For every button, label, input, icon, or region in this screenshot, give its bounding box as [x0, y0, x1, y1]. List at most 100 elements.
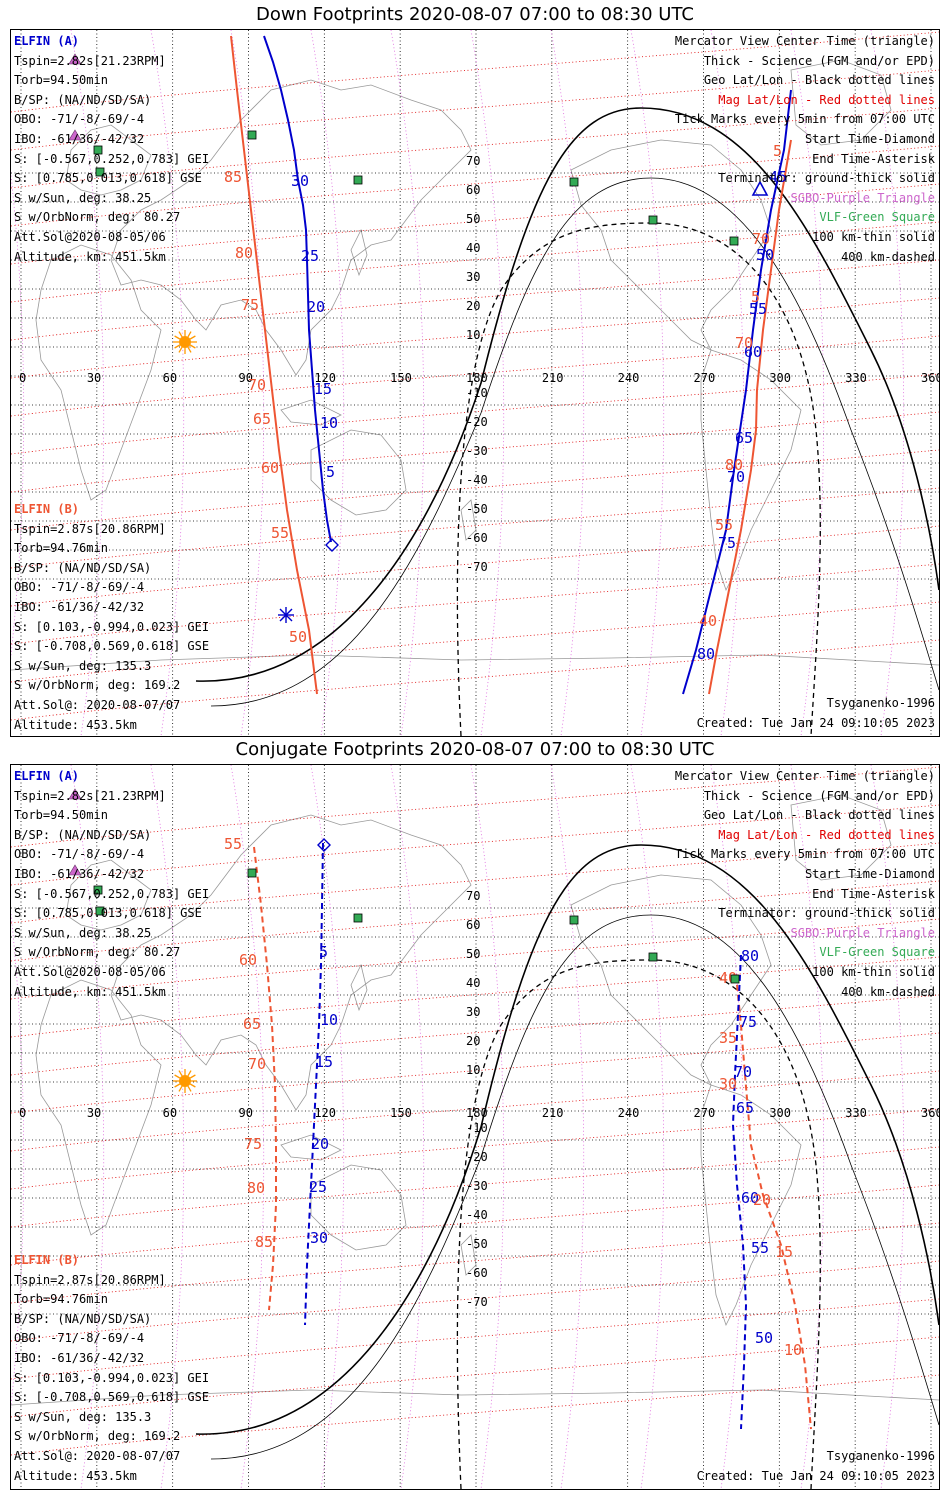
elfin-a-tick-labels-east: 80 75 70 65 60 55 50 [734, 947, 773, 1347]
sun-icon [173, 330, 197, 354]
elfin-a-track-east [682, 89, 792, 695]
info-line: S w/Sun, deg: 38.25 [14, 190, 152, 205]
tick-time-label: 60 [741, 1189, 759, 1207]
info-line: OBO: -71/-8/-69/-4 [14, 847, 145, 862]
lat-tick-label: 60 [466, 918, 480, 932]
elfin-b-track-west [230, 35, 318, 695]
tick-time-label: 70 [752, 230, 770, 248]
info-line: Torb=94.50min [14, 73, 108, 88]
geo-grid [11, 765, 939, 1489]
sgbo-purple-triangle-icon [68, 864, 82, 876]
tick-time-label: 55 [749, 300, 767, 318]
legend-entry: SGBO-Purple Triangle [790, 925, 936, 940]
vlf-green-square-icon [93, 145, 103, 155]
info-line: Att.Sol@: 2020-08-07/07 [14, 697, 181, 712]
info-line: Att.Sol@: 2020-08-07/07 [14, 1448, 181, 1463]
lon-tick-label: 360 [921, 1106, 939, 1120]
legend-entry: Start Time-Diamond [804, 866, 935, 881]
vlf-green-square-icon [353, 175, 363, 185]
vlf-green-square-icon [247, 130, 257, 140]
map-canvas: 0306090120150180210240270300330360706050… [11, 30, 939, 736]
tick-time-label: 50 [755, 1329, 773, 1347]
lat-tick-label: 40 [466, 241, 480, 255]
info-line: S: [-0.567,0.252,0.783] GEI [14, 151, 210, 166]
elfin-b-tick-labels-west: 85 80 75 70 65 60 55 50 [224, 168, 307, 646]
lon-tick-label: 150 [390, 1106, 412, 1120]
conj-footprints-panel: 0306090120150180210240270300330360706050… [10, 764, 940, 1490]
lat-tick-label: 70 [466, 889, 480, 903]
start-diamond-icon [317, 838, 331, 852]
tick-time-label: 75 [241, 296, 259, 314]
info-line: B/SP: (NA/ND/SD/SA) [14, 827, 152, 842]
info-line: IBO: -61/36/-42/32 [14, 599, 145, 614]
elfin-b-info: ELFIN (B) Tspin=2.87s[20.86RPM] Torb=94.76… [14, 1251, 209, 1486]
lat-tick-label: -50 [466, 1237, 488, 1251]
tick-time-label: 70 [735, 334, 753, 352]
vlf-green-square-icon [729, 236, 739, 246]
tick-time-label: 75 [718, 534, 736, 552]
model-label: Tsyganenko-1996 [826, 1449, 935, 1463]
center-time-triangle-icon [751, 180, 769, 196]
sun-icon [173, 1069, 197, 1093]
info-line: Altitude: 453.5km [14, 1468, 137, 1483]
tick-time-label: 30 [310, 1229, 328, 1247]
legend-entry: Mag Lat/Lon - Red dotted lines [718, 827, 935, 842]
lon-tick-label: 120 [314, 1106, 336, 1120]
info-line: Tspin=2.87s[20.86RPM] [14, 521, 166, 536]
tick-time-label: 55 [715, 516, 733, 534]
end-asterisk-icon [278, 607, 294, 623]
info-line: S: [0.785,0.013,0.618] GSE [14, 171, 202, 186]
legend-entry: Geo Lat/Lon - Black dotted lines [703, 73, 935, 88]
lat-tick-label: -60 [466, 1266, 488, 1280]
tick-time-label: 45 [769, 168, 787, 186]
info-line: S: [-0.708,0.569,0.618] GSE [14, 639, 210, 654]
lon-tick-label: 270 [694, 1106, 716, 1120]
lat-tick-label: -70 [466, 560, 488, 574]
legend-entry: Thick - Science (FGM and/or EPD) [703, 53, 935, 68]
info-line: S: [0.785,0.013,0.618] GSE [14, 906, 202, 921]
tick-time-label: 70 [248, 376, 266, 394]
lat-tick-label: 70 [466, 154, 480, 168]
tick-time-label: 60 [239, 951, 257, 969]
lat-tick-label: -30 [466, 1179, 488, 1193]
lon-labels: 0 30 60 90 120 150 180 210 240 270 300 330 360 [19, 1106, 939, 1120]
info-line: IBO: -61/36/-42/32 [14, 131, 145, 146]
tick-time-label: 5 [773, 142, 782, 160]
legend-entry: Start Time-Diamond [804, 131, 935, 146]
lon-tick-label: 330 [845, 1106, 867, 1120]
legend-entry: Tick Marks every 5min from 07:00 UTC [674, 112, 935, 127]
info-line: Torb=94.76min [14, 1292, 108, 1307]
info-line: Tspin=2.82s[21.23RPM] [14, 788, 166, 803]
tick-time-label: 25 [309, 1178, 327, 1196]
mag-grid [11, 766, 939, 1456]
elfin-a-info: ELFIN (A) Tspin=2.82s[21.23RPM] Torb=94.50… [14, 32, 209, 267]
elfin-b-track-east [708, 139, 792, 695]
lon-tick-label: 90 [239, 1106, 253, 1120]
elfin-a-track-west [304, 842, 324, 1326]
lon-tick-label: 330 [845, 371, 867, 385]
tick-time-label: 70 [727, 468, 745, 486]
tick-time-label: 65 [243, 1015, 261, 1033]
model-label: Tsyganenko-1996 [826, 696, 935, 710]
legend: Mercator View Center Time (triangle) Thic… [675, 767, 935, 1002]
tick-time-label: 15 [775, 1243, 793, 1261]
info-line: S w/Sun, deg: 38.25 [14, 925, 152, 940]
legend: Mercator View Center Time (triangle) Thic… [675, 32, 935, 267]
tick-time-label: 20 [311, 1135, 329, 1153]
vlf-green-square-icon [95, 906, 105, 916]
lat-tick-label: 20 [466, 1034, 480, 1048]
lon-tick-label: 180 [466, 371, 488, 385]
lon-tick-label: 360 [921, 371, 939, 385]
lat-tick-label: -70 [466, 1295, 488, 1309]
info-line: S: [0.103,-0.994,0.023] GEI [14, 1370, 210, 1385]
lat-tick-label: 30 [466, 270, 480, 284]
tick-time-label: 25 [301, 247, 319, 265]
legend-entry: Terminator: ground-thick solid [718, 906, 935, 921]
elfin-a-track-west [263, 35, 332, 543]
spacecraft-header: ELFIN (B) [14, 502, 80, 516]
lon-tick-label: 60 [163, 1106, 177, 1120]
info-line: OBO: -71/-8/-69/-4 [14, 112, 145, 127]
lon-labels: 0 30 60 90 120 150 180 210 240 270 300 330 360 [19, 371, 939, 385]
